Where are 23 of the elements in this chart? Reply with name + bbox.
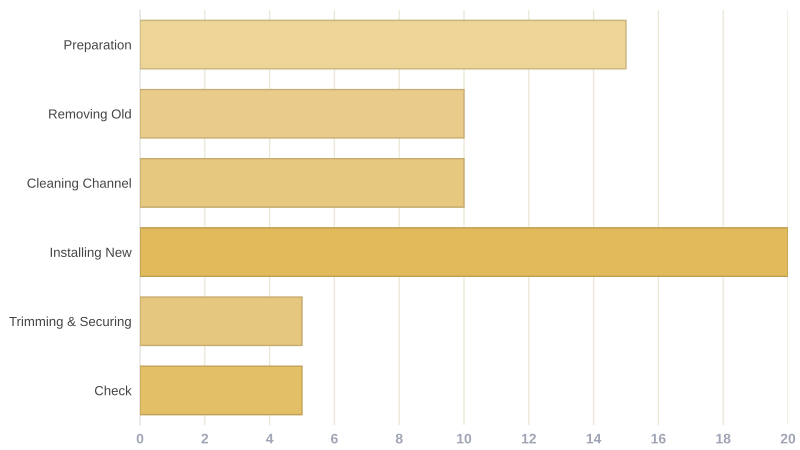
y-tick-label: Check xyxy=(94,386,132,396)
x-tick-label: 20 xyxy=(780,434,796,444)
y-tick-label: Preparation xyxy=(64,40,131,52)
x-tick-label: 2 xyxy=(201,434,208,444)
bar xyxy=(140,296,303,346)
x-tick-label: 18 xyxy=(716,434,730,444)
y-tick-label: Installing New xyxy=(50,247,132,260)
bar xyxy=(140,20,627,70)
bar xyxy=(140,227,788,277)
x-tick-label: 16 xyxy=(652,434,666,444)
bar xyxy=(140,88,465,139)
y-tick-label: Cleaning Channel xyxy=(27,178,131,190)
y-tick-label: Trimming & Securing xyxy=(9,316,131,329)
y-tick-label: Removing Old xyxy=(49,108,131,122)
x-tick-label: 12 xyxy=(522,434,536,444)
x-tick-label: 10 xyxy=(457,434,472,444)
x-tick-label: 6 xyxy=(331,434,338,444)
x-tick-label: 8 xyxy=(396,434,403,444)
x-tick-label: 0 xyxy=(136,434,144,444)
x-tick-label: 4 xyxy=(266,434,274,444)
bar xyxy=(140,158,465,208)
bar xyxy=(140,366,303,416)
x-tick-label: 14 xyxy=(586,434,602,444)
